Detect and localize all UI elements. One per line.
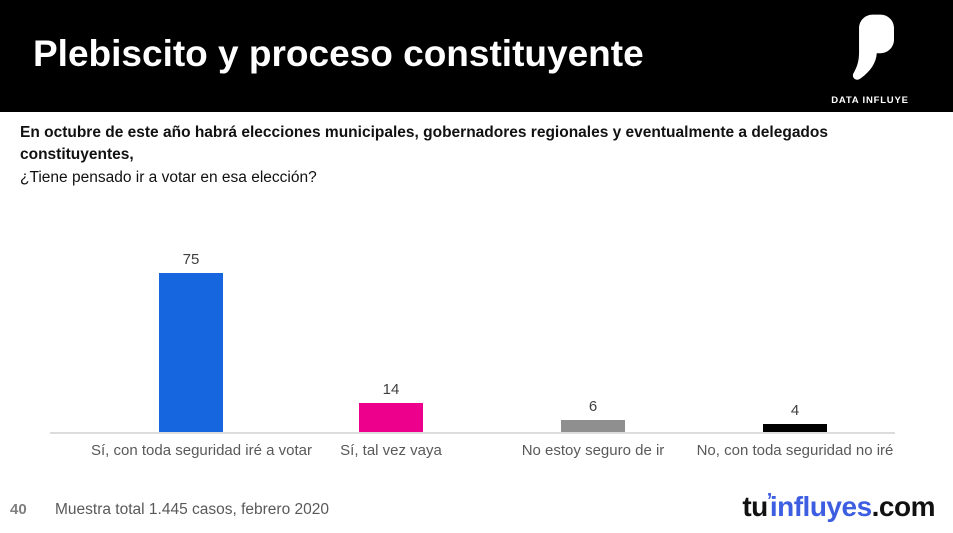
logo-part-influyes: influyes xyxy=(769,491,872,522)
category-label-3: No, con toda seguridad no iré xyxy=(696,442,894,459)
question-text: ¿Tiene pensado ir a votar en esa elecció… xyxy=(20,169,317,186)
bar-group-0: 75 xyxy=(91,248,291,433)
page-title: Plebiscito y proceso constituyente xyxy=(33,33,644,74)
sample-note: Muestra total 1.445 casos, febrero 2020 xyxy=(55,501,329,518)
bar-group-3: 4 xyxy=(695,248,895,433)
category-labels-row: Sí, con toda seguridad iré a votar Sí, ta… xyxy=(0,441,953,461)
bar-group-2: 6 xyxy=(493,248,693,433)
bar-0 xyxy=(159,273,223,433)
page-number: 40 xyxy=(10,501,27,518)
bar-value-label-1: 14 xyxy=(382,381,400,398)
logo-part-tu: tu xyxy=(742,491,768,522)
header-bar: Plebiscito y proceso constituyente DATA … xyxy=(0,0,953,112)
x-axis-line xyxy=(50,432,895,434)
question-block: En octubre de este año habrá elecciones … xyxy=(20,122,936,189)
bar-group-1: 14 xyxy=(291,248,491,433)
bar-3 xyxy=(763,424,827,433)
brand-block: DATA INFLUYE xyxy=(805,0,935,112)
bar-value-label-2: 6 xyxy=(588,398,598,415)
category-label-1: Sí, tal vez vaya xyxy=(340,442,442,459)
bar-value-label-3: 4 xyxy=(790,402,800,419)
category-label-2: No estoy seguro de ir xyxy=(521,442,665,459)
logo-apostrophe: ’ xyxy=(766,490,773,512)
plot-area: 75 14 6 4 xyxy=(0,248,953,433)
bar-1 xyxy=(359,403,423,433)
question-intro-text: En octubre de este año habrá elecciones … xyxy=(20,124,828,163)
quote-comma-icon xyxy=(846,14,894,87)
brand-name-label: DATA INFLUYE xyxy=(831,95,909,106)
bar-2 xyxy=(561,420,625,433)
tuinfluyes-logo: tu’influyes.com xyxy=(742,490,935,523)
bar-value-label-0: 75 xyxy=(182,251,200,268)
logo-part-com: .com xyxy=(871,491,936,522)
category-label-0: Sí, con toda seguridad iré a votar xyxy=(91,442,312,459)
